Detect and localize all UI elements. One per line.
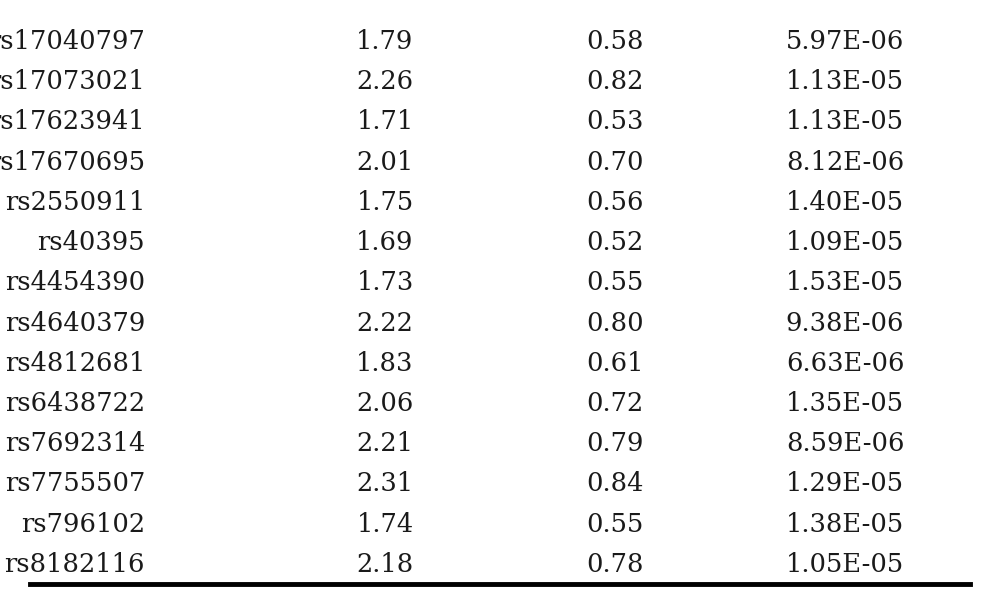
Text: 0.82: 0.82 [586, 69, 644, 94]
Text: 0.52: 0.52 [586, 230, 644, 255]
Text: 8.59E-06: 8.59E-06 [786, 431, 904, 456]
Text: 1.75: 1.75 [356, 190, 414, 215]
Text: rs2550911: rs2550911 [5, 190, 145, 215]
Text: 2.26: 2.26 [356, 69, 414, 94]
Text: 2.21: 2.21 [356, 431, 414, 456]
Text: 1.79: 1.79 [356, 29, 414, 54]
Text: 2.18: 2.18 [356, 552, 414, 577]
Text: 1.71: 1.71 [356, 110, 414, 135]
Text: 1.83: 1.83 [356, 351, 414, 376]
Text: 1.73: 1.73 [356, 271, 414, 296]
Text: 2.22: 2.22 [357, 310, 413, 335]
Text: rs7692314: rs7692314 [5, 431, 145, 456]
Text: 8.12E-06: 8.12E-06 [786, 150, 904, 174]
Text: 2.06: 2.06 [356, 391, 414, 416]
Text: 0.61: 0.61 [586, 351, 644, 376]
Text: 2.31: 2.31 [356, 471, 414, 496]
Text: 1.74: 1.74 [356, 512, 414, 537]
Text: 1.69: 1.69 [356, 230, 414, 255]
Text: 0.80: 0.80 [586, 310, 644, 335]
Text: rs4812681: rs4812681 [5, 351, 145, 376]
Text: 1.35E-05: 1.35E-05 [786, 391, 904, 416]
Text: rs7755507: rs7755507 [5, 471, 145, 496]
Text: rs796102: rs796102 [21, 512, 145, 537]
Text: rs17073021: rs17073021 [0, 69, 145, 94]
Text: 0.72: 0.72 [586, 391, 644, 416]
Text: 9.38E-06: 9.38E-06 [786, 310, 904, 335]
Text: 0.79: 0.79 [586, 431, 644, 456]
Text: 0.53: 0.53 [586, 110, 644, 135]
Text: 5.97E-06: 5.97E-06 [786, 29, 904, 54]
Text: 0.78: 0.78 [586, 552, 644, 577]
Text: rs4640379: rs4640379 [5, 310, 145, 335]
Text: 1.38E-05: 1.38E-05 [786, 512, 904, 537]
Text: 1.13E-05: 1.13E-05 [786, 69, 904, 94]
Text: 1.40E-05: 1.40E-05 [786, 190, 904, 215]
Text: rs6438722: rs6438722 [5, 391, 145, 416]
Text: 1.29E-05: 1.29E-05 [786, 471, 904, 496]
Text: 0.55: 0.55 [586, 512, 644, 537]
Text: rs40395: rs40395 [37, 230, 145, 255]
Text: 1.05E-05: 1.05E-05 [786, 552, 904, 577]
Text: rs17623941: rs17623941 [0, 110, 145, 135]
Text: 0.55: 0.55 [586, 271, 644, 296]
Text: 0.58: 0.58 [586, 29, 644, 54]
Text: 0.70: 0.70 [586, 150, 644, 174]
Text: 0.56: 0.56 [586, 190, 644, 215]
Text: 2.01: 2.01 [356, 150, 414, 174]
Text: 1.53E-05: 1.53E-05 [786, 271, 904, 296]
Text: rs8182116: rs8182116 [5, 552, 145, 577]
Text: 1.09E-05: 1.09E-05 [786, 230, 904, 255]
Text: rs4454390: rs4454390 [5, 271, 145, 296]
Text: rs17670695: rs17670695 [0, 150, 145, 174]
Text: 0.84: 0.84 [586, 471, 644, 496]
Text: 6.63E-06: 6.63E-06 [786, 351, 904, 376]
Text: 1.13E-05: 1.13E-05 [786, 110, 904, 135]
Text: rs17040797: rs17040797 [0, 29, 145, 54]
